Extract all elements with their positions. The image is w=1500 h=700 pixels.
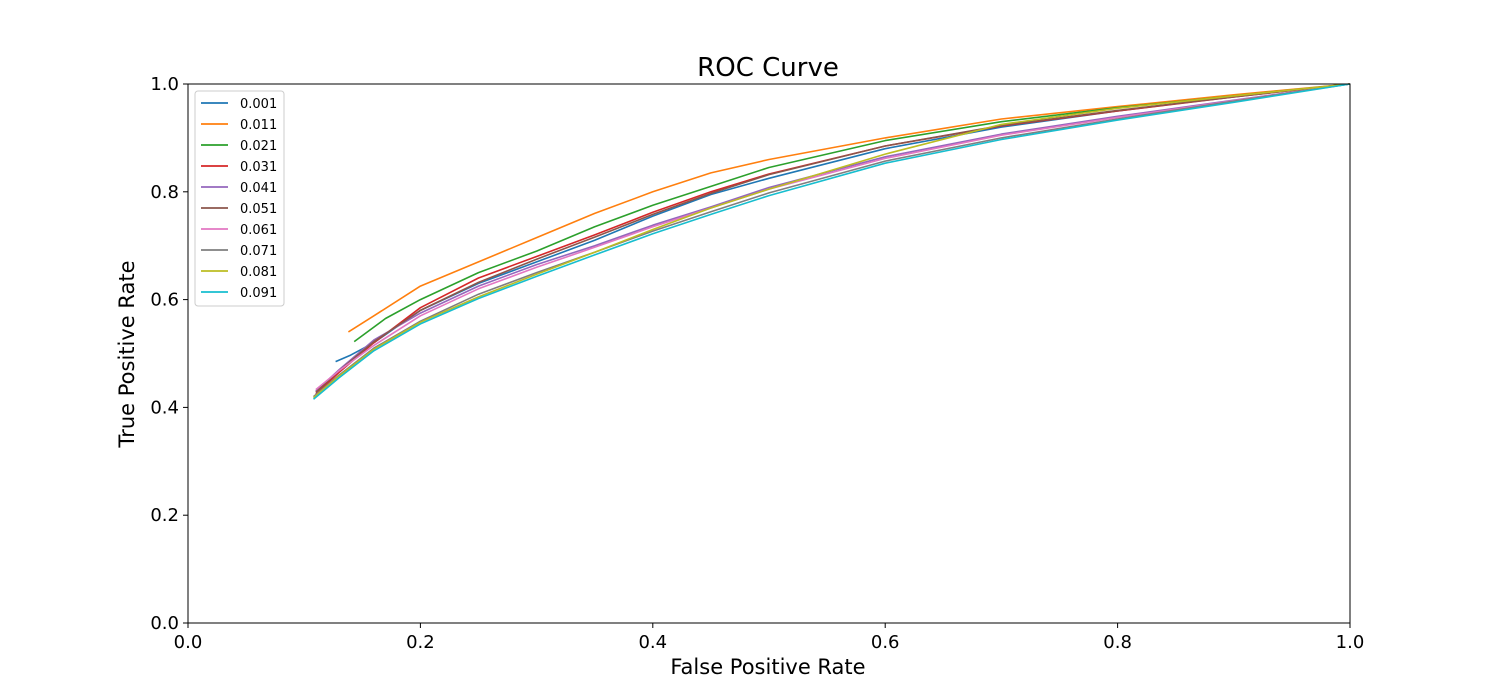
y-tick-label: 0.0 bbox=[150, 613, 179, 634]
x-axis-label: False Positive Rate bbox=[670, 655, 865, 679]
series-line-7 bbox=[312, 83, 1351, 398]
y-tick-label: 0.4 bbox=[150, 397, 179, 418]
legend-label: 0.021 bbox=[240, 139, 277, 154]
y-tick-label: 0.8 bbox=[150, 182, 179, 203]
x-tick-label: 1.0 bbox=[1336, 632, 1365, 653]
legend-label: 0.081 bbox=[240, 265, 277, 280]
series-layer bbox=[312, 83, 1351, 400]
legend-label: 0.031 bbox=[240, 160, 277, 175]
series-line-1 bbox=[347, 83, 1351, 333]
legend-label: 0.001 bbox=[240, 97, 277, 112]
series-line-2 bbox=[353, 83, 1351, 343]
x-tick-label: 0.2 bbox=[406, 632, 435, 653]
legend-label: 0.011 bbox=[240, 118, 277, 133]
y-tick-label: 1.0 bbox=[150, 74, 179, 95]
y-axis-label: True Positive Rate bbox=[115, 260, 139, 448]
legend-label: 0.041 bbox=[240, 181, 277, 196]
series-line-9 bbox=[312, 83, 1351, 400]
x-tick-label: 0.0 bbox=[174, 632, 203, 653]
plot-frame bbox=[187, 83, 1351, 624]
series-line-6 bbox=[315, 83, 1351, 391]
chart-title: ROC Curve bbox=[697, 53, 839, 83]
legend-label: 0.091 bbox=[240, 286, 277, 301]
y-tick-label: 0.2 bbox=[150, 505, 179, 526]
legend-label: 0.061 bbox=[240, 223, 277, 238]
x-tick-label: 0.6 bbox=[871, 632, 900, 653]
x-tick-label: 0.4 bbox=[638, 632, 667, 653]
x-axis-ticks: 0.0 0.2 0.4 0.6 0.8 1.0 bbox=[174, 623, 1365, 653]
legend: 0.001 0.011 0.021 0.031 0.041 0.051 0.061 0.071… bbox=[194, 90, 285, 307]
legend-label: 0.071 bbox=[240, 244, 277, 259]
x-tick-label: 0.8 bbox=[1103, 632, 1132, 653]
y-tick-label: 0.6 bbox=[150, 290, 179, 311]
series-line-8 bbox=[312, 83, 1351, 399]
series-line-5 bbox=[315, 83, 1351, 393]
y-axis-ticks: 0.0 0.2 0.4 0.6 0.8 1.0 bbox=[150, 74, 188, 634]
legend-label: 0.051 bbox=[240, 202, 277, 217]
